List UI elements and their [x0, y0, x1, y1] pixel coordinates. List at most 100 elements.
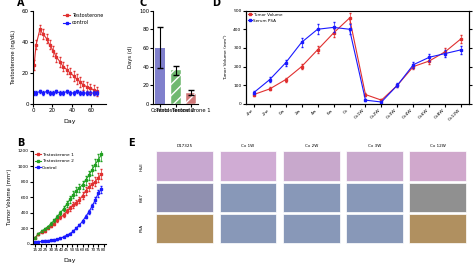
control [47, 91, 53, 95]
Tumor Volume [283, 78, 289, 81]
Bar [346, 183, 403, 212]
Bar [409, 152, 466, 181]
X-axis label: Day: Day [63, 119, 76, 123]
Testosterone 2 [73, 189, 79, 193]
Testosterone 2 [58, 211, 64, 214]
Testosterone [74, 77, 80, 81]
Line: control: control [33, 90, 98, 94]
Testosterone [81, 84, 86, 87]
Bar [156, 183, 213, 212]
Serum PSA [394, 84, 400, 87]
Testosterone [87, 87, 93, 90]
Text: D17325: D17325 [177, 144, 193, 148]
Testosterone 1 [42, 229, 47, 232]
Text: Cx 2W: Cx 2W [305, 144, 318, 148]
Testosterone [37, 28, 43, 31]
Testosterone 1 [64, 210, 70, 213]
Testosterone 2 [67, 198, 73, 201]
Legend: Testosterone 1, Testosterone 2, Control: Testosterone 1, Testosterone 2, Control [36, 153, 74, 170]
Control [99, 188, 104, 191]
Testosterone [71, 74, 77, 77]
Testosterone 1 [67, 206, 73, 210]
Line: Testosterone: Testosterone [33, 28, 98, 93]
Legend: Tumor Volume, Serum PSA: Tumor Volume, Serum PSA [248, 13, 283, 23]
Testosterone [31, 63, 37, 67]
Testosterone 1 [95, 176, 101, 179]
control [60, 91, 66, 95]
Y-axis label: Tumor Volume (mm³): Tumor Volume (mm³) [224, 34, 228, 80]
Bar [219, 214, 276, 243]
Testosterone [57, 60, 63, 64]
Bar [283, 183, 340, 212]
control [78, 91, 83, 95]
Bar [409, 214, 466, 243]
Testosterone 2 [64, 202, 70, 206]
Text: A: A [17, 0, 25, 8]
control [37, 90, 43, 93]
Testosterone 1 [73, 201, 79, 204]
control [71, 91, 77, 95]
control [64, 90, 70, 93]
Tumor Volume [315, 48, 320, 51]
Testosterone [67, 71, 73, 74]
Tumor Volume [379, 99, 384, 102]
Serum PSA [379, 100, 384, 104]
Control [55, 237, 60, 241]
Serum PSA [363, 99, 368, 102]
Serum PSA [346, 28, 352, 31]
Text: Cx 12W: Cx 12W [430, 144, 446, 148]
Bar [156, 152, 213, 181]
Testosterone 1 [83, 189, 89, 193]
Testosterone 2 [39, 230, 45, 233]
Tumor Volume [394, 84, 400, 87]
Testosterone [84, 85, 90, 88]
Testosterone [60, 65, 66, 68]
Bar [219, 152, 276, 181]
control [57, 91, 63, 95]
control [54, 90, 59, 93]
Bar [186, 93, 196, 104]
Serum PSA [410, 63, 416, 66]
control [94, 91, 100, 95]
Line: Control: Control [34, 188, 103, 244]
Line: Serum PSA: Serum PSA [252, 26, 463, 103]
Serum PSA [442, 52, 448, 55]
Testosterone 2 [83, 178, 89, 182]
Tumor Volume [410, 65, 416, 68]
Testosterone 1 [89, 182, 95, 186]
Testosterone 1 [36, 233, 41, 236]
Testosterone 1 [48, 224, 54, 228]
Testosterone 1 [39, 231, 45, 234]
Control [80, 220, 85, 223]
Control [76, 224, 82, 227]
Serum PSA [427, 56, 432, 59]
Serum PSA [315, 28, 320, 31]
Testosterone [44, 37, 50, 40]
control [44, 90, 50, 93]
Tumor Volume [299, 65, 304, 68]
Testosterone 2 [86, 174, 91, 177]
Bar [409, 183, 466, 212]
Legend: Testosterone, control: Testosterone, control [63, 13, 103, 25]
Testosterone 1 [92, 180, 98, 183]
Control [64, 234, 70, 237]
Control [73, 227, 79, 230]
control [31, 91, 37, 95]
Testosterone [94, 90, 100, 93]
Testosterone 2 [99, 153, 104, 156]
control [33, 91, 39, 95]
Testosterone 1 [99, 172, 104, 175]
Y-axis label: Testosterone (ng/dL): Testosterone (ng/dL) [11, 30, 17, 84]
Text: PSA: PSA [140, 224, 144, 232]
Testosterone 2 [76, 186, 82, 189]
Testosterone 1 [80, 194, 85, 197]
Tumor Volume [346, 16, 352, 20]
Control [48, 239, 54, 242]
Testosterone [78, 81, 83, 84]
Control [70, 230, 76, 233]
Text: Cx 3W: Cx 3W [368, 144, 381, 148]
control [74, 90, 80, 93]
Control [86, 210, 91, 214]
control [91, 91, 97, 95]
Testosterone 1 [76, 199, 82, 202]
